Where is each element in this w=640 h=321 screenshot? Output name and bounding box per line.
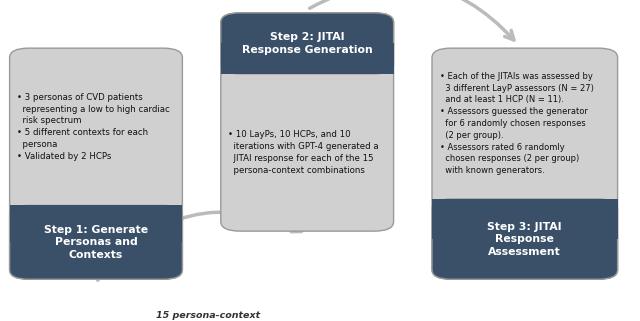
Text: Step 1: Generate
Personas and
Contexts: Step 1: Generate Personas and Contexts — [44, 225, 148, 260]
Text: • 10 LayPs, 10 HCPs, and 10
  iterations with GPT-4 generated a
  JITAI response: • 10 LayPs, 10 HCPs, and 10 iterations w… — [228, 130, 379, 175]
FancyBboxPatch shape — [432, 199, 618, 279]
Text: Step 2: JITAI
Response Generation: Step 2: JITAI Response Generation — [242, 32, 372, 55]
Text: • 3 personas of CVD patients
  representing a low to high cardiac
  risk spectru: • 3 personas of CVD patients representin… — [17, 93, 170, 161]
Text: 15 persona-context
combinations: 15 persona-context combinations — [156, 311, 260, 321]
Bar — [10, 205, 182, 242]
FancyBboxPatch shape — [10, 48, 182, 279]
FancyBboxPatch shape — [10, 205, 182, 279]
FancyBboxPatch shape — [432, 48, 618, 279]
Text: Step 3: JITAI
Response
Assessment: Step 3: JITAI Response Assessment — [488, 222, 562, 256]
Bar — [221, 43, 394, 74]
FancyBboxPatch shape — [221, 13, 394, 74]
FancyBboxPatch shape — [221, 13, 394, 231]
Text: • Each of the JITAIs was assessed by
  3 different LayP assessors (N = 27)
  and: • Each of the JITAIs was assessed by 3 d… — [440, 72, 593, 175]
Bar — [432, 199, 618, 239]
